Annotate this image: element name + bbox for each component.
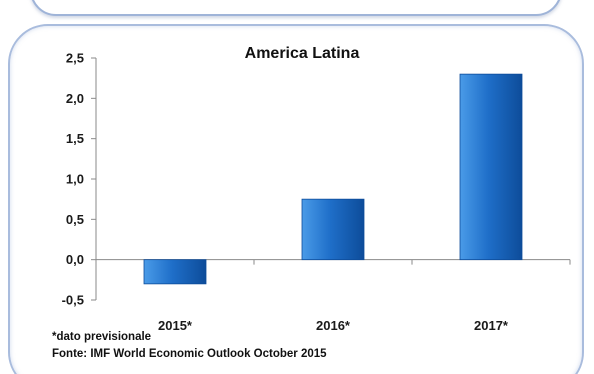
x-tick-label: 2016* — [316, 318, 351, 333]
estimate-footnote: *dato previsionale — [52, 331, 152, 343]
bar-2016 — [301, 198, 365, 261]
y-tick-label: 2,5 — [66, 51, 84, 66]
bar-2015 — [143, 259, 207, 285]
chart-title: America Latina — [245, 45, 360, 62]
x-tick-label: 2015* — [158, 318, 193, 333]
y-tick-label: 2,0 — [66, 91, 84, 106]
y-tick-label: 1,5 — [66, 131, 84, 146]
y-tick-label: -0,5 — [62, 293, 84, 308]
bars — [143, 73, 523, 285]
bar-2017 — [459, 73, 523, 261]
y-tick-label: 1,0 — [66, 172, 84, 187]
source-footnote: Fonte: IMF World Economic Outlook Octobe… — [52, 348, 327, 360]
y-tick-label: 0,0 — [66, 252, 84, 267]
y-tick-label: 0,5 — [66, 212, 84, 227]
x-axis-labels: 2015* 2016* 2017* — [158, 318, 509, 333]
x-tick-label: 2017* — [474, 318, 509, 333]
